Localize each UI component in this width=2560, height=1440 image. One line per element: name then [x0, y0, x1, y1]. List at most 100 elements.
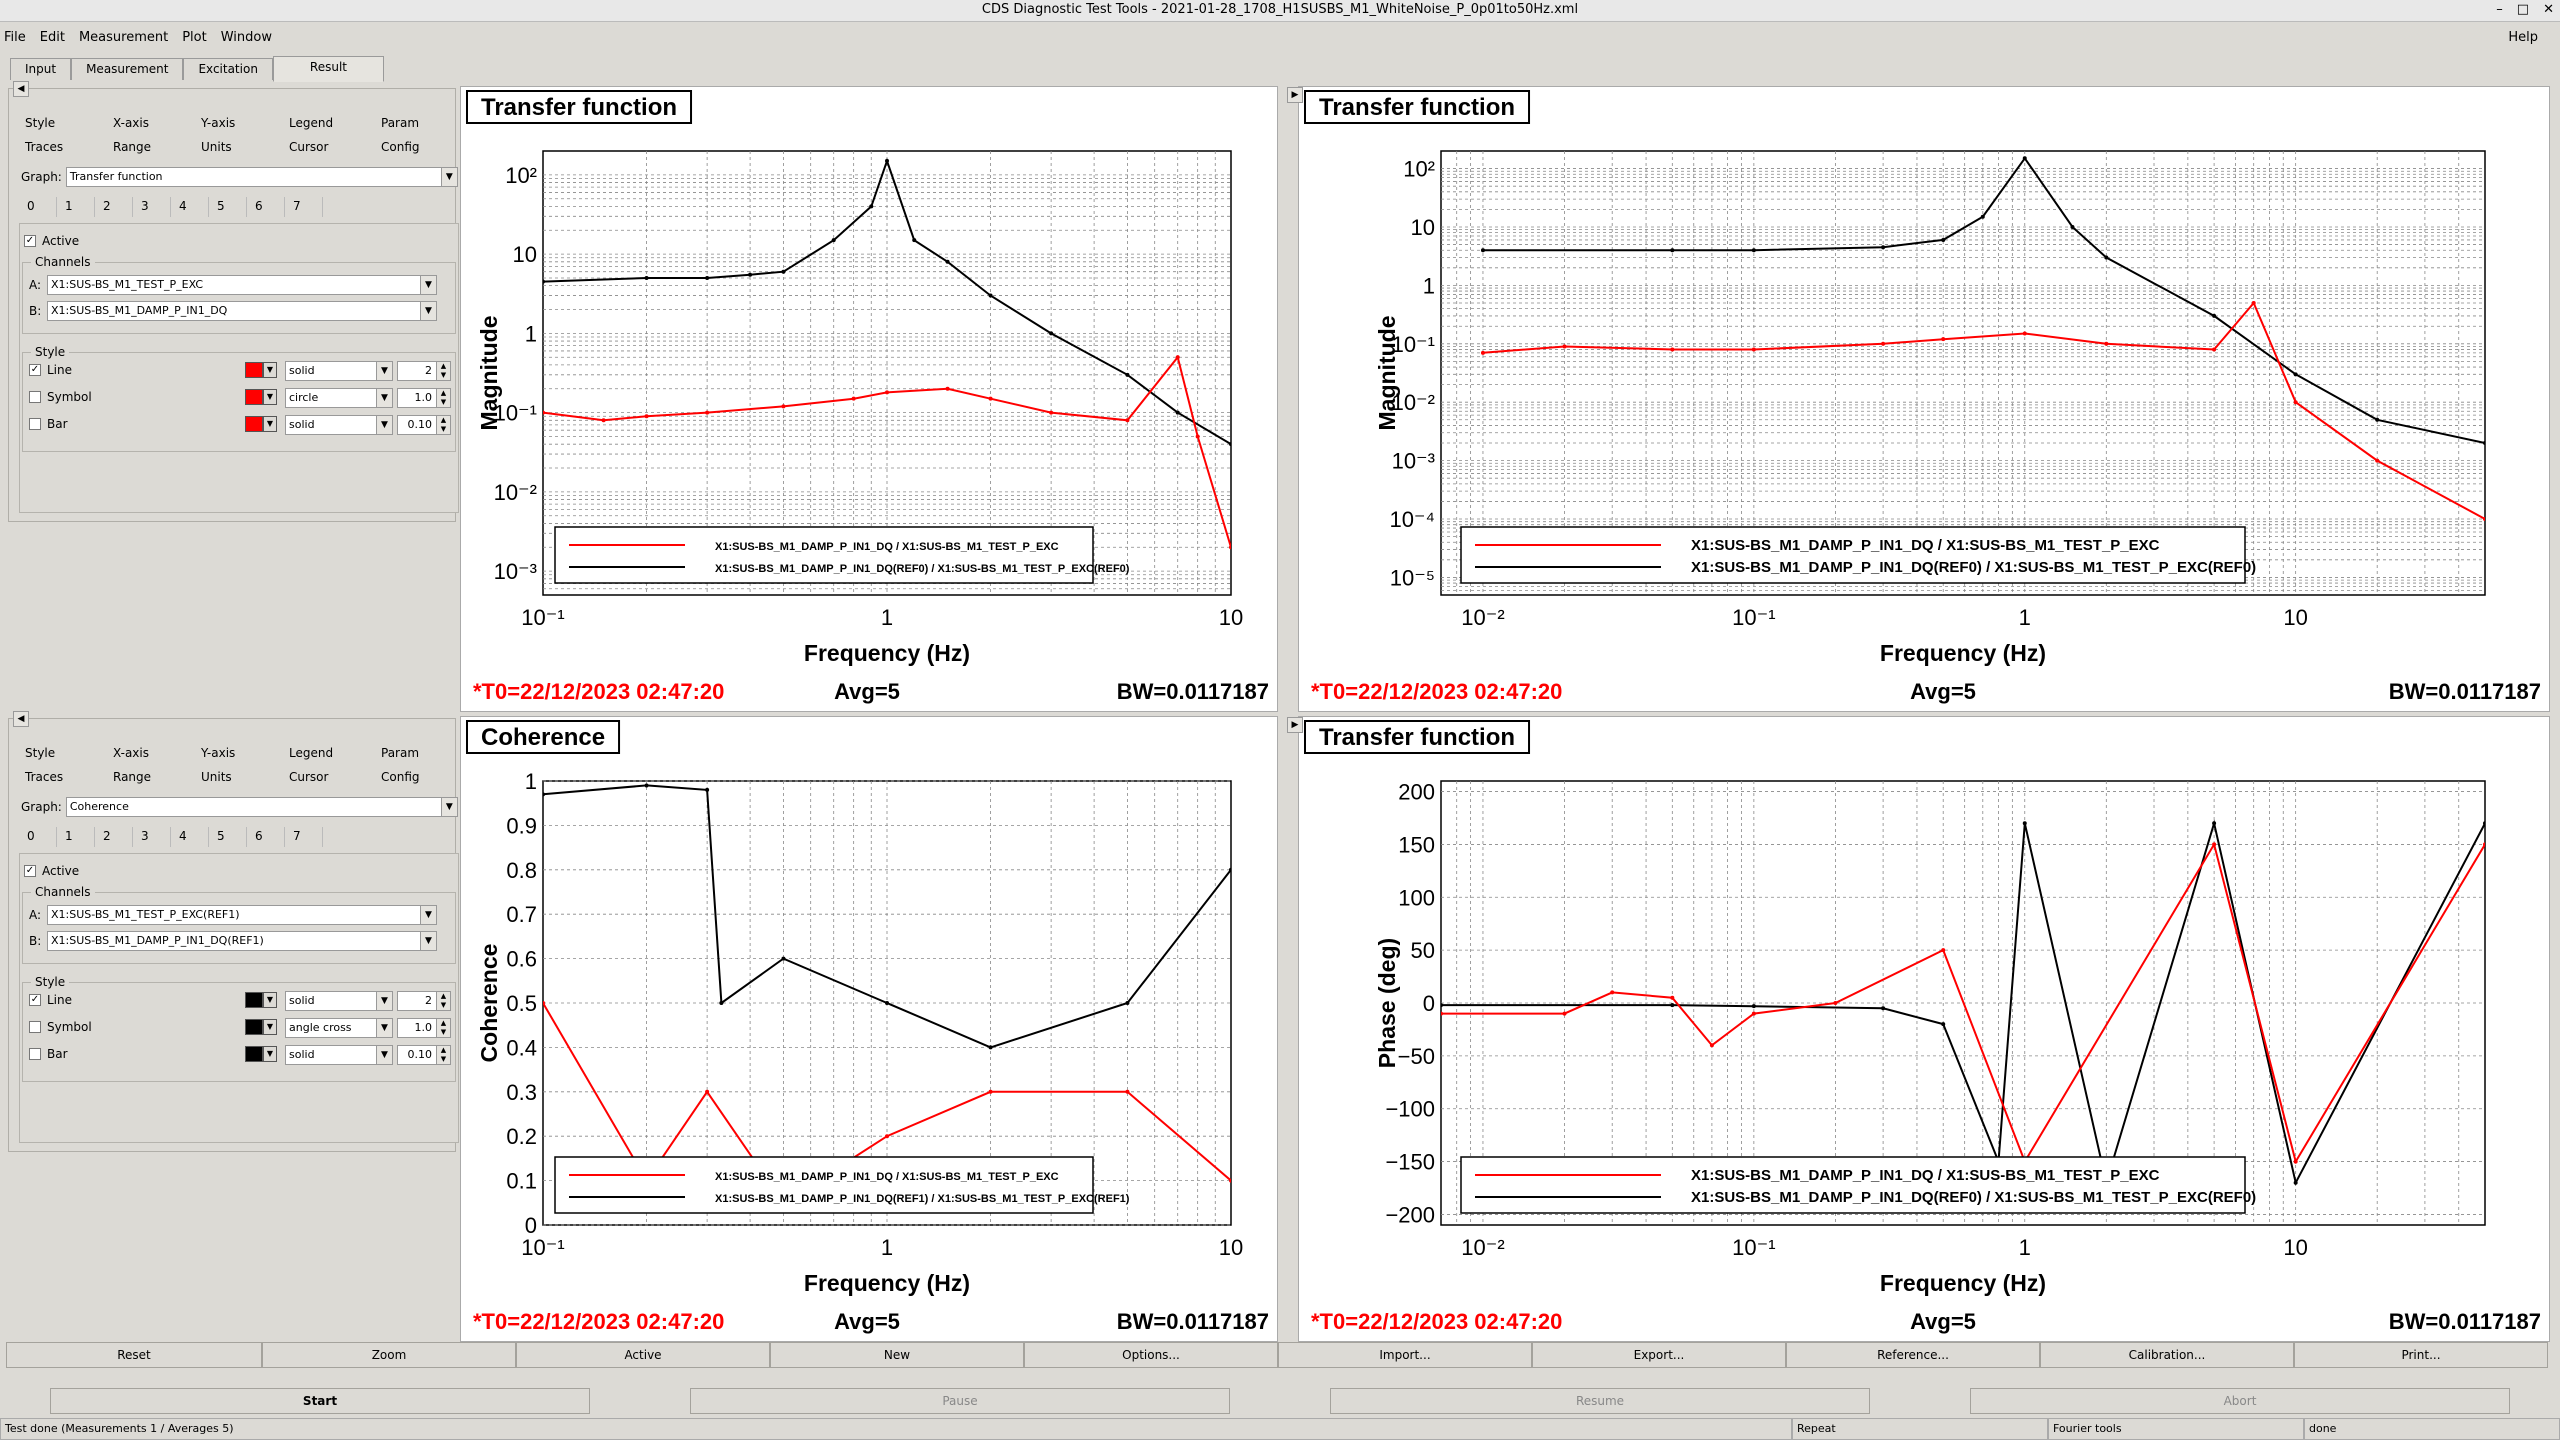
channel-a-select[interactable]: X1:SUS-BS_M1_TEST_P_EXC(REF1) ▼ — [47, 905, 437, 925]
active-button[interactable]: Active — [516, 1342, 770, 1368]
menu-edit[interactable]: Edit — [39, 29, 65, 45]
style-tab-xaxis[interactable]: X-axis — [113, 746, 149, 760]
trace-tab-6[interactable]: 6 — [247, 827, 285, 847]
symbol-type-select[interactable]: circle ▼ — [285, 388, 393, 408]
style-tab-cursor[interactable]: Cursor — [289, 140, 329, 154]
style-tab-param[interactable]: Param — [381, 746, 420, 760]
trace-tab-7[interactable]: 7 — [285, 197, 323, 217]
style-tab-config[interactable]: Config — [381, 770, 420, 784]
options-button[interactable]: Options... — [1024, 1342, 1278, 1368]
trace-tab-0[interactable]: 0 — [19, 827, 57, 847]
plot-pad[interactable]: ▶ Transfer function 10⁻² 10⁻¹ 1 10 200 150 100 50… — [1287, 716, 2550, 1342]
menu-help[interactable]: Help — [2508, 29, 2538, 45]
symbol-color-picker[interactable]: ▼ — [245, 1019, 277, 1035]
plot-pad[interactable]: ▶Transfer function10⁻¹11010²10110⁻¹10⁻²1… — [460, 86, 1278, 712]
channel-a-select[interactable]: X1:SUS-BS_M1_TEST_P_EXC ▼ — [47, 275, 437, 295]
trace-tab-5[interactable]: 5 — [209, 827, 247, 847]
print-button[interactable]: Print... — [2294, 1342, 2548, 1368]
line-color-picker[interactable]: ▼ — [245, 362, 277, 378]
style-tab-range[interactable]: Range — [113, 770, 152, 784]
style-tab-traces[interactable]: Traces — [25, 140, 64, 154]
style-tab-legend[interactable]: Legend — [289, 746, 334, 760]
symbol-checkbox[interactable]: Symbol — [29, 390, 92, 404]
line-checkbox[interactable]: ✓ Line — [29, 993, 72, 1007]
bar-checkbox[interactable]: Bar — [29, 417, 68, 431]
active-checkbox[interactable]: ✓ Active — [24, 234, 79, 248]
trace-tab-4[interactable]: 4 — [171, 197, 209, 217]
menu-window[interactable]: Window — [220, 29, 272, 45]
line-size-spinner[interactable]: 2 ▲ ▼ — [397, 991, 451, 1011]
graph-select[interactable]: Coherence ▼ — [65, 797, 458, 817]
style-tab-units[interactable]: Units — [201, 140, 232, 154]
resume-button[interactable]: Resume — [1330, 1388, 1870, 1414]
symbol-size-spinner[interactable]: 1.0 ▲ ▼ — [397, 1018, 451, 1038]
export-button[interactable]: Export... — [1532, 1342, 1786, 1368]
bar-checkbox[interactable]: Bar — [29, 1047, 68, 1061]
style-tab-style[interactable]: Style — [25, 116, 56, 130]
trace-tab-1[interactable]: 1 — [57, 197, 95, 217]
trace-tab-3[interactable]: 3 — [133, 197, 171, 217]
style-tab-traces[interactable]: Traces — [25, 770, 64, 784]
reset-button[interactable]: Reset — [6, 1342, 262, 1368]
symbol-color-picker[interactable]: ▼ — [245, 389, 277, 405]
line-type-select[interactable]: solid ▼ — [285, 991, 393, 1011]
trace-tab-2[interactable]: 2 — [95, 827, 133, 847]
graph-select[interactable]: Transfer function ▼ — [65, 167, 458, 187]
line-checkbox[interactable]: ✓ Line — [29, 363, 72, 377]
trace-tab-0[interactable]: 0 — [19, 197, 57, 217]
style-tab-yaxis[interactable]: Y-axis — [201, 116, 236, 130]
trace-tab-5[interactable]: 5 — [209, 197, 247, 217]
symbol-type-select[interactable]: angle cross ▼ — [285, 1018, 393, 1038]
import-button[interactable]: Import... — [1278, 1342, 1532, 1368]
style-tab-range[interactable]: Range — [113, 140, 152, 154]
trace-tab-1[interactable]: 1 — [57, 827, 95, 847]
minimize-icon[interactable]: – — [2496, 2, 2503, 17]
tab-result[interactable]: Result — [272, 56, 384, 82]
trace-tab-2[interactable]: 2 — [95, 197, 133, 217]
style-tab-legend[interactable]: Legend — [289, 116, 334, 130]
channel-b-select[interactable]: X1:SUS-BS_M1_DAMP_P_IN1_DQ ▼ — [47, 301, 437, 321]
active-checkbox[interactable]: ✓ Active — [24, 864, 79, 878]
symbol-size-spinner[interactable]: 1.0 ▲ ▼ — [397, 388, 451, 408]
abort-button[interactable]: Abort — [1970, 1388, 2510, 1414]
maximize-icon[interactable]: □ — [2516, 2, 2530, 17]
bar-color-picker[interactable]: ▼ — [245, 1046, 277, 1062]
plot-pad[interactable]: ▶ Transfer function 10⁻² 10⁻¹ 1 10 10² 10 1 10⁻¹ 1… — [1287, 86, 2550, 712]
style-tab-cursor[interactable]: Cursor — [289, 770, 329, 784]
line-type-select[interactable]: solid ▼ — [285, 361, 393, 381]
line-size-spinner[interactable]: 2 ▲ ▼ — [397, 361, 451, 381]
style-tab-config[interactable]: Config — [381, 140, 420, 154]
reference-button[interactable]: Reference... — [1786, 1342, 2040, 1368]
trace-tab-6[interactable]: 6 — [247, 197, 285, 217]
zoom-button[interactable]: Zoom — [262, 1342, 516, 1368]
line-color-picker[interactable]: ▼ — [245, 992, 277, 1008]
bar-type-select[interactable]: solid ▼ — [285, 1045, 393, 1065]
collapse-arrow-icon[interactable]: ◀ — [13, 711, 29, 727]
collapse-arrow-icon[interactable]: ▶ — [1287, 87, 1303, 103]
channel-b-select[interactable]: X1:SUS-BS_M1_DAMP_P_IN1_DQ(REF1) ▼ — [47, 931, 437, 951]
style-tab-units[interactable]: Units — [201, 770, 232, 784]
style-tab-xaxis[interactable]: X-axis — [113, 116, 149, 130]
start-button[interactable]: Start — [50, 1388, 590, 1414]
trace-tab-7[interactable]: 7 — [285, 827, 323, 847]
bar-type-select[interactable]: solid ▼ — [285, 415, 393, 435]
close-icon[interactable]: ✕ — [2543, 2, 2554, 17]
new-button[interactable]: New — [770, 1342, 1024, 1368]
trace-tab-3[interactable]: 3 — [133, 827, 171, 847]
collapse-arrow-icon[interactable]: ◀ — [13, 81, 29, 97]
menu-measurement[interactable]: Measurement — [78, 29, 169, 45]
menu-plot[interactable]: Plot — [182, 29, 207, 45]
collapse-arrow-icon[interactable]: ▶ — [1287, 717, 1303, 733]
style-tab-yaxis[interactable]: Y-axis — [201, 746, 236, 760]
tab-excitation[interactable]: Excitation — [183, 58, 273, 80]
trace-tab-4[interactable]: 4 — [171, 827, 209, 847]
bar-size-spinner[interactable]: 0.10 ▲ ▼ — [397, 415, 451, 435]
style-tab-style[interactable]: Style — [25, 746, 56, 760]
tab-input[interactable]: Input — [10, 58, 72, 80]
bar-color-picker[interactable]: ▼ — [245, 416, 277, 432]
bar-size-spinner[interactable]: 0.10 ▲ ▼ — [397, 1045, 451, 1065]
calibration-button[interactable]: Calibration... — [2040, 1342, 2294, 1368]
tab-measurement[interactable]: Measurement — [71, 58, 184, 80]
style-tab-param[interactable]: Param — [381, 116, 420, 130]
pause-button[interactable]: Pause — [690, 1388, 1230, 1414]
